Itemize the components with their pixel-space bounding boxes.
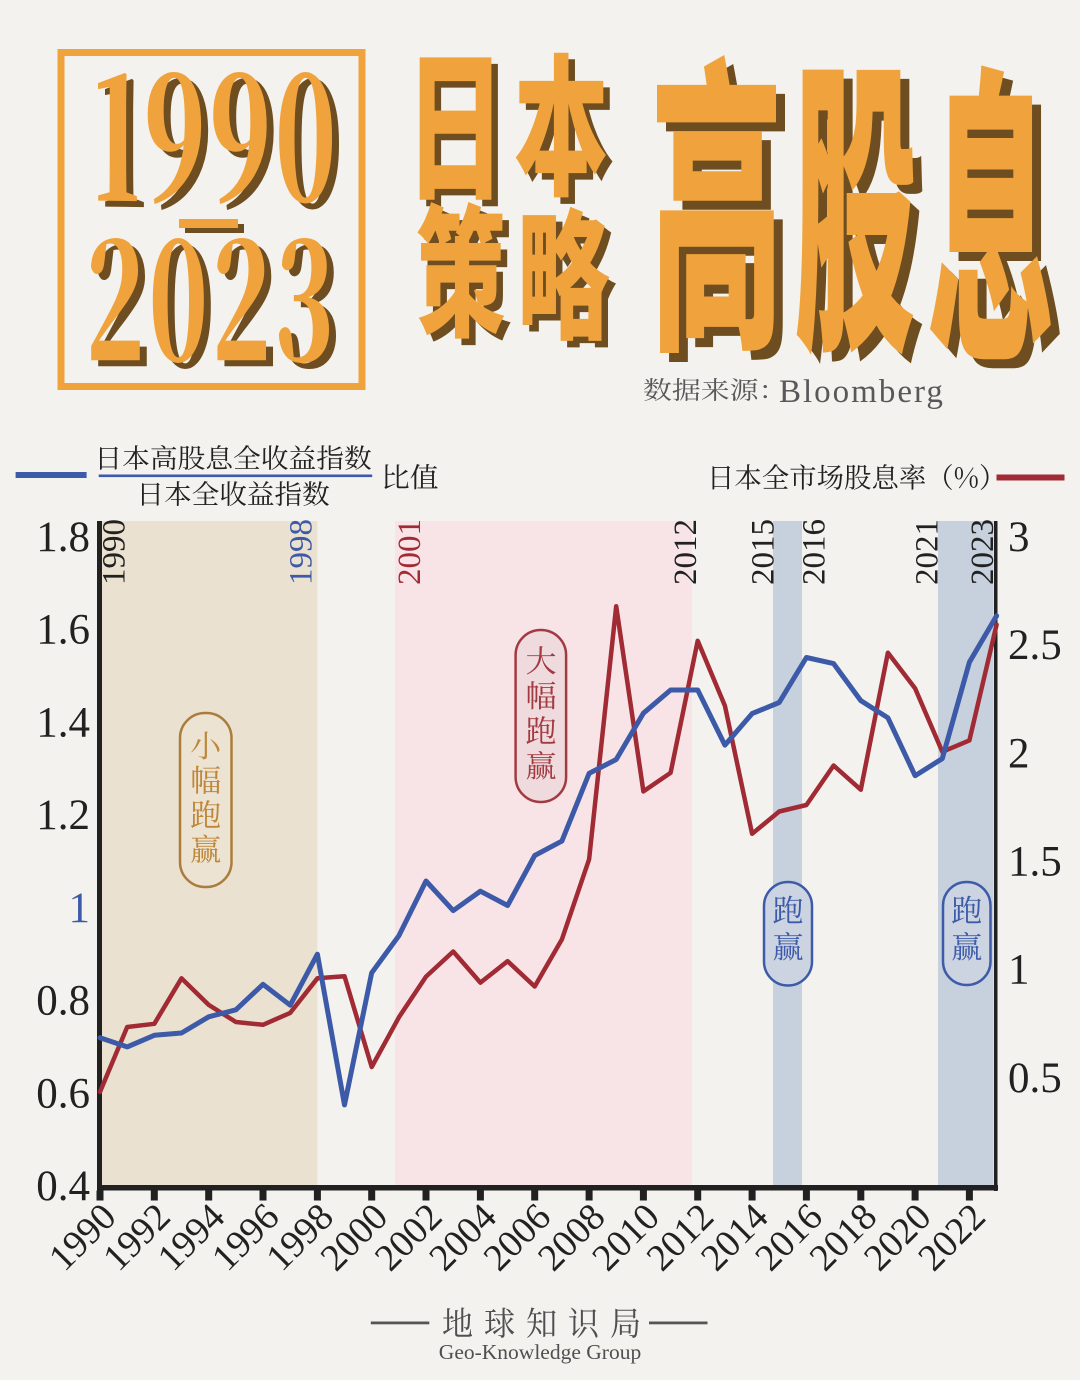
svg-text:2001: 2001 bbox=[392, 519, 428, 585]
svg-text:1: 1 bbox=[1008, 947, 1030, 994]
svg-text:2015: 2015 bbox=[746, 519, 782, 585]
svg-text:2021: 2021 bbox=[910, 519, 946, 585]
svg-text:3: 3 bbox=[1008, 514, 1030, 561]
svg-text:0.4: 0.4 bbox=[36, 1163, 90, 1210]
svg-text:1.2: 1.2 bbox=[36, 792, 90, 839]
svg-text:2016: 2016 bbox=[797, 519, 833, 585]
svg-text:2012: 2012 bbox=[668, 519, 704, 585]
svg-text:Bloomberg: Bloomberg bbox=[779, 374, 945, 410]
svg-text:2.5: 2.5 bbox=[1008, 622, 1062, 669]
svg-text:0.8: 0.8 bbox=[36, 978, 90, 1025]
svg-text:1: 1 bbox=[69, 885, 91, 932]
svg-text:1.6: 1.6 bbox=[36, 607, 90, 654]
svg-text:1.4: 1.4 bbox=[36, 699, 90, 746]
svg-text:1998: 1998 bbox=[284, 519, 320, 585]
svg-text:1990: 1990 bbox=[97, 519, 133, 585]
svg-text:Geo-Knowledge Group: Geo-Knowledge Group bbox=[439, 1340, 641, 1364]
svg-text:1.8: 1.8 bbox=[36, 514, 90, 561]
svg-text:2023: 2023 bbox=[965, 519, 1001, 585]
svg-text:1.5: 1.5 bbox=[1008, 839, 1062, 886]
svg-text:0.5: 0.5 bbox=[1008, 1055, 1062, 1102]
svg-text:0.6: 0.6 bbox=[36, 1070, 90, 1117]
svg-text:2: 2 bbox=[1008, 730, 1030, 777]
svg-text:2022: 2022 bbox=[910, 1196, 993, 1279]
